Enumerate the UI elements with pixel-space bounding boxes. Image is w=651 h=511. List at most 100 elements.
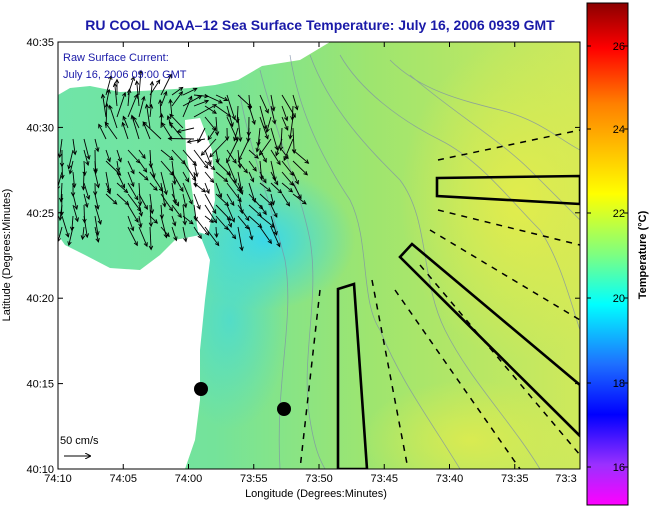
current-vector [127,149,141,164]
current-vector [233,127,239,141]
current-vector-head [250,177,255,183]
current-vector [292,127,295,154]
current-vector [149,171,163,192]
current-vector-head [117,157,122,163]
current-vector [105,89,110,107]
current-vector [291,105,294,120]
current-vector [71,215,74,231]
current-vector [270,182,282,194]
current-vector-head [153,219,159,224]
current-vector [138,215,142,228]
current-vector-head [194,172,199,178]
current-vector [201,138,217,156]
colorbar: 26 24 22 20 18 16 Temperature (°C) [586,2,649,506]
current-vector [116,92,126,118]
current-vector-head [272,119,277,125]
current-vector-head [249,235,254,241]
current-vector-head [288,187,294,193]
annotation-line-2: July 16, 2006 09:00 GMT [63,69,187,81]
land-sandy-hook [185,118,215,235]
current-vector [259,116,269,139]
current-vector-head [303,170,309,176]
current-vector [94,204,102,225]
current-vector-head [95,183,100,189]
current-vector [105,160,121,176]
colorbar-tick-label: 26 [613,41,625,53]
current-vector [94,171,100,188]
current-vector-head [134,195,139,201]
current-vector-head [209,218,214,224]
current-vector [215,204,232,221]
transect-lines [299,129,580,469]
current-vector [105,193,118,205]
current-vector [72,138,76,155]
current-vector-head [223,225,229,231]
current-vector [160,193,173,212]
current-vector [259,215,275,228]
current-vector-head [121,121,126,127]
current-vector [102,94,107,118]
current-vector [136,81,140,107]
current-vector-head [177,213,182,219]
current-vector-head [245,216,250,222]
current-vector [138,149,146,159]
current-vector [127,160,135,174]
current-vector-head [148,163,154,169]
current-vector-head [252,166,257,172]
y-tick-label: 40:25 [26,208,54,220]
current-vector-head [210,165,216,171]
current-vector [215,116,218,136]
current-vector-head [271,106,276,112]
current-vector [94,193,99,209]
current-vector-head [200,151,206,156]
current-vector [127,94,138,118]
current-vector [116,171,125,188]
annotation-line-1: Raw Surface Current: [63,52,169,64]
current-vector-head [65,232,70,238]
current-vector-head [167,73,172,79]
land-new-jersey [58,42,210,469]
current-vector [149,182,158,191]
current-vector-head [143,176,149,181]
current-vector-head [182,220,187,226]
current-vector [138,226,148,247]
current-vector [237,182,243,195]
current-vector [270,149,281,165]
current-vector [182,160,197,181]
current-vector-head [284,125,289,131]
current-vector [281,193,290,207]
current-vector [270,193,275,205]
y-tick-label: 40:35 [26,37,54,49]
current-vector [122,122,129,140]
current-vector [193,104,217,118]
current-vector-head [232,158,237,164]
current-vector [127,226,138,246]
current-vector-head [179,187,184,193]
current-vector [105,149,111,162]
colorbar-tick-label: 22 [613,208,625,220]
current-vector-head [159,214,165,220]
current-vector-head [58,238,62,243]
current-vector-head [188,95,193,101]
y-tick-label: 40:30 [26,122,54,134]
current-vector [259,105,267,130]
current-vector [104,122,118,140]
current-vector-head [98,123,103,129]
current-vector [72,171,75,188]
current-vector-head [130,75,135,81]
current-vector [248,149,259,159]
current-vector [204,105,217,114]
current-vector-head [108,74,113,80]
current-vector-head [167,136,173,141]
current-vector-head [73,205,79,211]
current-vector-head [93,169,98,175]
current-vector-head [207,160,212,166]
current-vector-head [193,182,198,188]
current-vector-head [85,161,90,167]
current-vector-head [212,218,218,224]
current-vector [226,193,235,206]
x-tick-label: 73:40 [436,473,464,485]
current-vector-head [162,202,167,208]
current-vector-head [227,222,233,228]
